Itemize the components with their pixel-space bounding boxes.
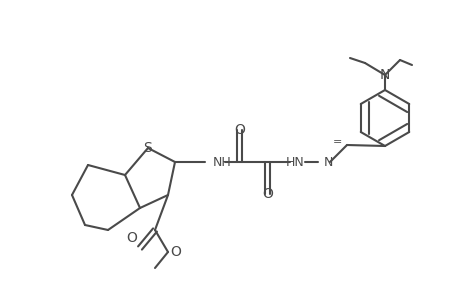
Text: S: S (143, 141, 152, 155)
Text: O: O (234, 123, 245, 137)
Text: HN: HN (285, 155, 304, 169)
Text: =: = (332, 137, 341, 147)
Text: O: O (262, 187, 273, 201)
Text: N: N (379, 68, 389, 82)
Text: N: N (323, 155, 333, 169)
Text: O: O (126, 231, 137, 245)
Text: NH: NH (213, 155, 231, 169)
Text: O: O (170, 245, 180, 259)
